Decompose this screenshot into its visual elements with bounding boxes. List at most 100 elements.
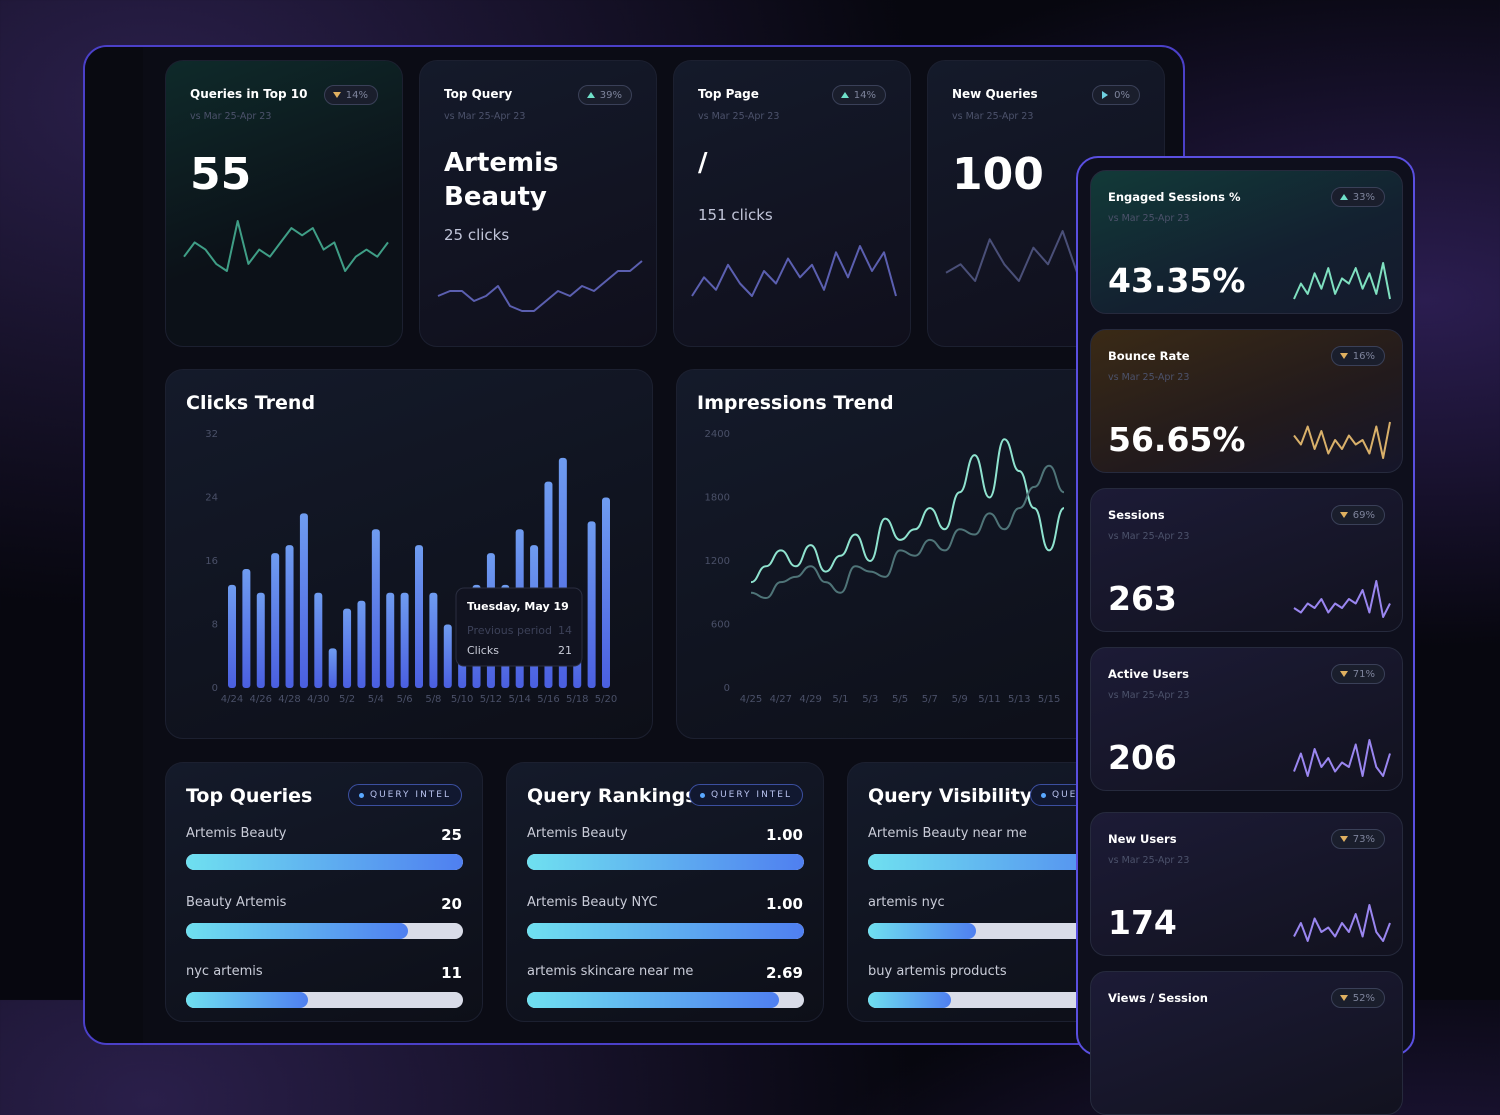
bar (242, 568, 251, 688)
tooltip-value: 14 (558, 624, 572, 637)
trend-icon (1339, 512, 1348, 518)
line-series (750, 438, 1065, 584)
badge-text: 39% (599, 89, 622, 101)
sparkline-area (437, 260, 643, 312)
bar-fill (186, 923, 408, 939)
kpi-compare: vs Mar 25-Apr 23 (952, 111, 1034, 122)
list-title: Query Visibility (868, 785, 1033, 807)
metric-compare: vs Mar 25-Apr 23 (1108, 531, 1190, 542)
badge-text: 71% (1352, 668, 1375, 680)
kpi-title: New Queries (952, 87, 1038, 101)
kpi-card: Queries in Top 10 14% vs Mar 25-Apr 23 55 (165, 60, 403, 347)
trend-icon (1339, 995, 1348, 1001)
x-tick-label: 5/16 (537, 694, 559, 705)
kpi-compare: vs Mar 25-Apr 23 (190, 111, 272, 122)
y-tick-label: 1800 (705, 493, 730, 504)
x-tick-label: 4/25 (740, 694, 762, 705)
bar (400, 592, 409, 688)
bar-fill (186, 854, 463, 870)
metric-card: Sessions 69% vs Mar 25-Apr 23 263 (1090, 488, 1403, 632)
metric-title: Engaged Sessions % (1108, 190, 1241, 204)
query-value: 11 (441, 964, 462, 982)
metric-card: Engaged Sessions % 33% vs Mar 25-Apr 23 43.… (1090, 170, 1403, 314)
query: Artemis Beauty NYC (527, 895, 658, 910)
query: artemis nyc (868, 895, 945, 910)
bar-track (186, 923, 463, 939)
trend-icon (1339, 194, 1348, 200)
bar-track (868, 923, 1145, 939)
x-tick-label: 5/4 (368, 694, 384, 705)
y-tick-label: 1200 (705, 556, 730, 567)
list-row: artemis skincare near me 2.69 (527, 964, 803, 982)
y-tick-label: 16 (205, 556, 218, 567)
sparkline (1293, 421, 1391, 459)
badge-text: 52% (1352, 992, 1375, 1004)
sparkline-area (1293, 580, 1391, 618)
change-badge: 0% (1092, 85, 1140, 105)
query-value: 1.00 (765, 895, 803, 913)
x-tick-label: 5/11 (978, 694, 1000, 705)
trend-arrow (1339, 671, 1348, 677)
x-tick-label: 5/14 (508, 694, 530, 705)
list-row: nyc artemis 11 (186, 964, 462, 982)
bar-fill (527, 923, 804, 939)
x-tick-label: 4/30 (307, 694, 329, 705)
kpi-detail: 25 clicks (444, 226, 510, 244)
list-row: Artemis Beauty 25 (186, 826, 462, 844)
bar (271, 553, 280, 688)
sparkline (437, 260, 643, 312)
x-tick-label: 4/24 (221, 694, 243, 705)
bar (587, 521, 596, 688)
bar (386, 592, 395, 688)
metric-title: Views / Session (1108, 991, 1208, 1005)
bar (285, 545, 294, 688)
metric-compare: vs Mar 25-Apr 23 (1108, 213, 1190, 224)
kpi-title: Top Query (444, 87, 513, 101)
tooltip-box (455, 587, 583, 667)
change-badge: 71% (1330, 664, 1385, 684)
x-tick-label: 4/26 (250, 694, 272, 705)
kpi-title: Queries in Top 10 (190, 87, 308, 101)
trend-icon (840, 92, 849, 98)
metric-compare: vs Mar 25-Apr 23 (1108, 690, 1190, 701)
x-tick-label: 5/5 (892, 694, 908, 705)
change-badge: 14% (323, 85, 378, 105)
bar (371, 529, 380, 688)
query: Artemis Beauty (527, 826, 628, 841)
sparkline (691, 245, 897, 297)
bar (299, 513, 308, 688)
x-tick-label: 5/9 (952, 694, 968, 705)
trend-arrow (1339, 353, 1348, 359)
metric-compare: vs Mar 25-Apr 23 (1108, 855, 1190, 866)
list-title: Top Queries (186, 785, 313, 807)
sparkline-area (183, 220, 389, 272)
change-badge: 33% (1330, 187, 1385, 207)
trend-icon (586, 92, 595, 98)
badge-text: 16% (1352, 350, 1375, 362)
x-tick-label: 5/6 (397, 694, 413, 705)
trend-icon (1339, 671, 1348, 677)
trend-arrow (1339, 512, 1348, 518)
x-tick-label: 5/2 (339, 694, 355, 705)
tooltip-value: 21 (558, 644, 572, 657)
metric-card: Views / Session 52% (1090, 971, 1403, 1115)
trend-icon (1339, 353, 1348, 359)
metric-title: Sessions (1108, 508, 1165, 522)
metric-value: 263 (1108, 579, 1177, 618)
x-tick-label: 4/27 (770, 694, 792, 705)
bar (314, 592, 323, 688)
x-tick-label: 5/12 (480, 694, 502, 705)
kpi-card: Top Page 14% vs Mar 25-Apr 23 / 151 clicks (673, 60, 911, 347)
list-row: artemis nyc (868, 895, 1144, 910)
metrics-panel: Engaged Sessions % 33% vs Mar 25-Apr 23 43.… (1076, 156, 1415, 1115)
sparkline-area (1293, 739, 1391, 777)
badge-text: 14% (345, 89, 368, 101)
bar (256, 592, 265, 688)
trend-icon (1102, 91, 1109, 99)
change-badge: 16% (1330, 346, 1385, 366)
query: Artemis Beauty near me (868, 826, 1027, 841)
trend-arrow (1339, 995, 1348, 1001)
list-badge: QUERY INTEL (689, 784, 803, 806)
query: artemis skincare near me (527, 964, 694, 979)
metric-card: Active Users 71% vs Mar 25-Apr 23 206 (1090, 647, 1403, 791)
